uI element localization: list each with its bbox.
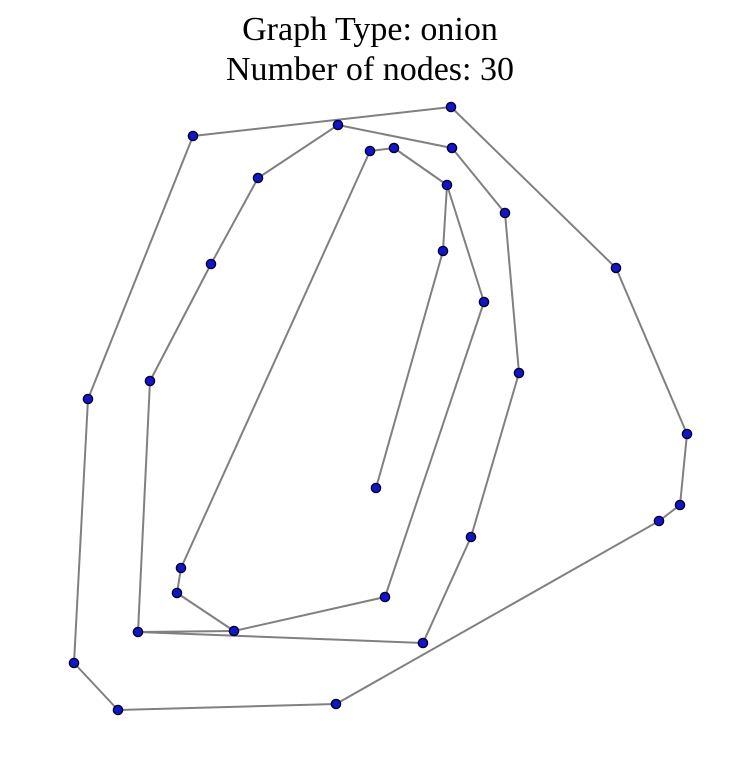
graph-node-n28 xyxy=(82,393,94,405)
graph-node-n21 xyxy=(610,262,622,274)
graph-node-n9 xyxy=(478,296,490,308)
graph-node-n6 xyxy=(171,587,183,599)
graph-edge-n15-n16 xyxy=(210,177,259,265)
graph-title-line-2: Number of nodes: 30 xyxy=(225,51,514,88)
graph-node-n14 xyxy=(144,375,156,387)
graph-edge-n1-n2 xyxy=(442,184,448,252)
graph-node-n20 xyxy=(445,101,457,113)
graph-edge-n22-n23 xyxy=(679,433,688,506)
graph-edge-n2-n3 xyxy=(393,147,448,186)
graph-edge-n28-n29 xyxy=(87,135,194,400)
graph-title-line-1: Graph Type: onion xyxy=(242,11,498,48)
graph-node-n1 xyxy=(437,245,449,257)
graph-node-n29 xyxy=(187,130,199,142)
graph-edge-n25-n26 xyxy=(117,703,337,711)
graph-node-n15 xyxy=(205,258,217,270)
graph-node-n2 xyxy=(441,179,453,191)
graph-node-n4 xyxy=(364,145,376,157)
graph-node-n13 xyxy=(132,626,144,638)
graph-edge-n11-n12 xyxy=(422,536,472,644)
graph-node-n8 xyxy=(379,591,391,603)
graph-edge-n7-n8 xyxy=(233,596,386,632)
graph-node-n10 xyxy=(513,367,525,379)
graph-edge-n10-n11 xyxy=(470,372,520,538)
graph-edge-n18-n19 xyxy=(451,147,506,214)
graph-node-n17 xyxy=(332,119,344,131)
graph-edge-n24-n25 xyxy=(335,520,660,705)
graph-edge-n19-n10 xyxy=(504,212,520,374)
graph-edge-n20-n21 xyxy=(450,106,617,269)
graph-edge-n8-n9 xyxy=(384,301,485,598)
graph-node-n25 xyxy=(330,698,342,710)
graph-node-n5 xyxy=(175,562,187,574)
graph-node-n16 xyxy=(252,172,264,184)
graph-edge-n7-n13 xyxy=(137,630,235,633)
graph-node-n19 xyxy=(499,207,511,219)
graph-node-n7 xyxy=(228,625,240,637)
graph-edge-n26-n27 xyxy=(73,662,119,711)
graph-edge-n4-n5 xyxy=(180,150,371,569)
graph-node-n22 xyxy=(681,428,693,440)
graph-edge-n14-n15 xyxy=(149,263,212,382)
graph-node-n24 xyxy=(653,515,665,527)
graph-edge-n0-n1 xyxy=(375,250,444,489)
graph-edge-n6-n7 xyxy=(176,592,235,632)
graph-edge-n29-n20 xyxy=(192,106,452,137)
graph-edge-n16-n17 xyxy=(257,124,339,179)
graph-node-n27 xyxy=(68,657,80,669)
graph-node-n23 xyxy=(674,499,686,511)
graph-node-n18 xyxy=(446,142,458,154)
graph-edge-n13-n14 xyxy=(137,380,151,633)
graph-edge-n21-n22 xyxy=(615,267,688,435)
graph-node-n3 xyxy=(388,142,400,154)
graph-nodes xyxy=(68,101,693,716)
graph-node-n12 xyxy=(417,637,429,649)
graph-edge-n17-n18 xyxy=(337,124,453,149)
graph-edge-n9-n2 xyxy=(446,184,485,303)
graph-edge-n27-n28 xyxy=(73,398,89,664)
graph-node-n26 xyxy=(112,704,124,716)
graph-node-n0 xyxy=(370,482,382,494)
graph-node-n11 xyxy=(465,531,477,543)
graph-edge-n12-n13 xyxy=(137,631,424,644)
graph-edges xyxy=(73,106,688,711)
